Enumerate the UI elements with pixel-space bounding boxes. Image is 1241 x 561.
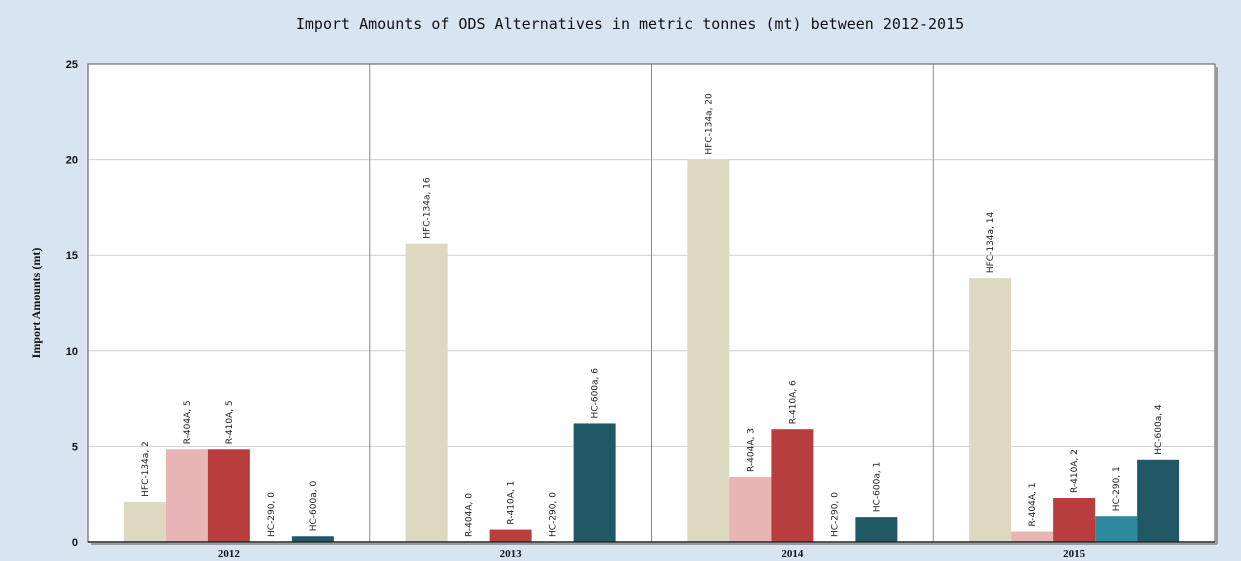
- y-tick-label: 10: [66, 346, 78, 358]
- bar-hc-600a-2014: [855, 517, 898, 542]
- data-label: HC-600a, 4: [1154, 404, 1164, 455]
- axes-group: 0 5 10 15 20 25 2012 2013 2014 2015: [66, 59, 1218, 560]
- bar-hc-600a-2012: [291, 536, 334, 542]
- x-tick-label: 2014: [781, 548, 804, 560]
- bar-hc-290-2015: [1095, 516, 1138, 542]
- y-tick-label: 0: [72, 537, 78, 549]
- y-tick-label: 15: [66, 250, 78, 262]
- y-tick-label: 20: [66, 155, 78, 167]
- y-tick-label: 25: [66, 59, 78, 71]
- x-tick-label: 2013: [500, 548, 523, 560]
- bar-hfc-134a-2015: [969, 278, 1012, 542]
- data-label: R-410A, 2: [1070, 449, 1080, 493]
- y-axis-title: Import Amounts (mt): [29, 248, 43, 359]
- data-label: R-410A, 5: [225, 400, 235, 444]
- bar-hfc-134a-2012: [123, 501, 166, 542]
- data-label: R-404A, 3: [746, 428, 756, 472]
- bar-hc-600a-2013: [573, 423, 616, 542]
- data-label: HC-600a, 0: [309, 481, 319, 532]
- data-label: R-410A, 1: [507, 481, 517, 525]
- bar-hc-600a-2015: [1137, 459, 1180, 542]
- data-label: HFC-134a, 16: [423, 177, 433, 239]
- data-label: HFC-134a, 2: [141, 441, 151, 497]
- y-tick-label: 5: [72, 441, 78, 453]
- x-tick-label: 2015: [1063, 548, 1086, 560]
- data-label: HC-290, 0: [830, 492, 840, 537]
- bars-group: [123, 159, 1180, 542]
- bar-r-404a-2015: [1011, 531, 1054, 542]
- bar-r-410a-2012: [207, 449, 250, 542]
- data-label: HC-600a, 1: [872, 462, 882, 512]
- data-label: HC-290, 0: [549, 492, 559, 537]
- data-labels-group: HFC-134a, 2 R-404A, 5 R-410A, 5 HC-290, 0 HC…: [141, 93, 1164, 537]
- bar-hfc-134a-2013: [405, 243, 448, 542]
- data-label: HC-290, 1: [1112, 466, 1122, 511]
- data-label: R-404A, 5: [183, 400, 193, 444]
- x-tick-label: 2012: [218, 548, 241, 560]
- chart-title: Import Amounts of ODS Alternatives in me…: [296, 15, 964, 33]
- bar-r-404a-2014: [729, 476, 772, 542]
- data-label: HFC-134a, 20: [704, 93, 714, 155]
- bar-r-410a-2013: [489, 529, 532, 542]
- data-label: R-404A, 0: [465, 493, 475, 537]
- bar-r-410a-2014: [771, 429, 814, 542]
- bar-r-404a-2012: [165, 449, 208, 542]
- bar-r-410a-2015: [1053, 498, 1096, 542]
- data-label: HC-600a, 6: [591, 368, 601, 419]
- bar-hfc-134a-2014: [687, 159, 730, 542]
- data-label: R-404A, 1: [1028, 483, 1038, 527]
- data-label: HC-290, 0: [267, 492, 277, 537]
- data-label: R-410A, 6: [788, 380, 798, 424]
- data-label: HFC-134a, 14: [986, 212, 996, 274]
